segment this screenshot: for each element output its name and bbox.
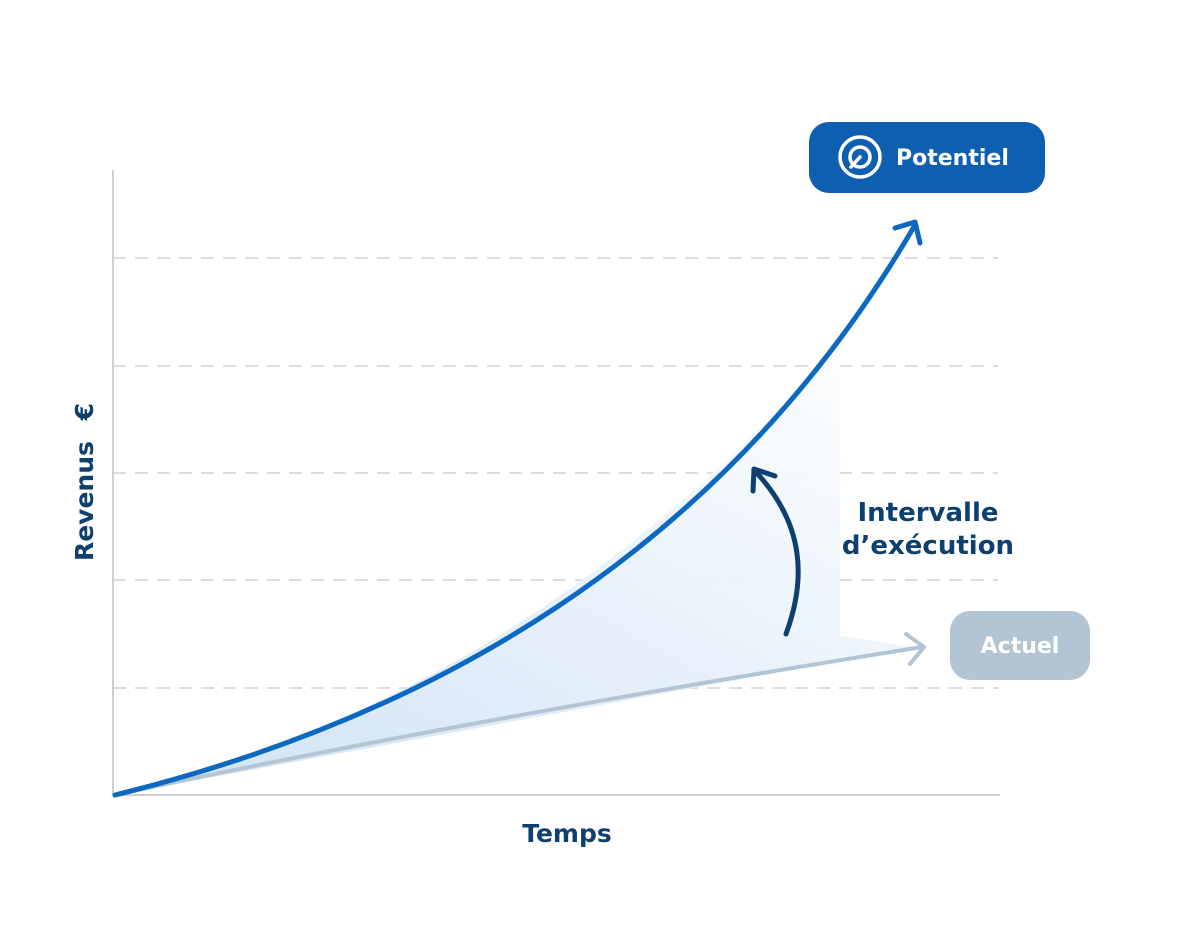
gridlines xyxy=(113,257,998,689)
potential-badge: Potentiel xyxy=(809,122,1045,193)
gap-arrowhead xyxy=(750,466,778,494)
actual-line xyxy=(113,645,924,797)
actual-arrowhead xyxy=(904,632,926,666)
annotation-line-2: d’exécution xyxy=(842,531,1014,561)
x-axis-label: Temps xyxy=(522,819,612,848)
potential-badge-label: Potentiel xyxy=(896,146,1009,171)
y-axis-title: Revenus xyxy=(70,441,99,561)
gap-area xyxy=(115,340,915,795)
actual-badge-label: Actuel xyxy=(981,634,1060,659)
potential-curve xyxy=(112,222,918,798)
y-axis-label: Revenus € xyxy=(70,403,99,561)
gap-arrow xyxy=(753,469,801,637)
y-axis-unit: € xyxy=(70,403,99,421)
potential-arrowhead xyxy=(892,219,923,246)
actual-badge: Actuel xyxy=(950,611,1090,680)
target-icon xyxy=(838,135,882,179)
annotation-line-1: Intervalle xyxy=(857,498,998,528)
